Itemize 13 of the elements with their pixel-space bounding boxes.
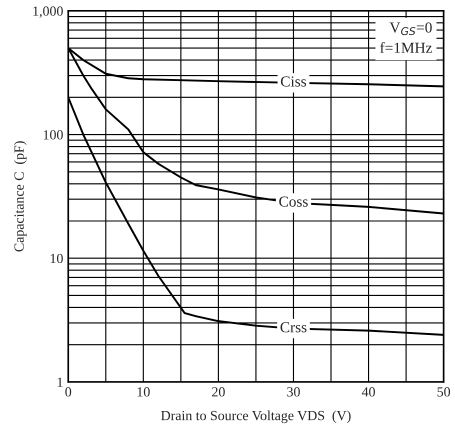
y-tick-label: 100: [44, 130, 63, 140]
y-tick-label: 10: [50, 254, 63, 264]
annotation: V$_{GS}$=0 f=1MHz: [380, 22, 432, 53]
x-tick-label: 30: [287, 387, 300, 397]
x-axis-title: Drain to Source Voltage VDS (V): [161, 410, 351, 424]
y-tick-label: 1: [58, 378, 63, 387]
x-tick-label: 10: [138, 387, 150, 397]
x-tick-label: 0: [65, 387, 72, 397]
x-tick-label: 50: [437, 387, 450, 397]
y-tick-label: 1,000: [33, 6, 63, 18]
y-axis-title: Capacitance C (pF): [14, 141, 27, 252]
x-tick-label: 20: [212, 387, 225, 397]
x-tick-label: 40: [362, 387, 375, 397]
